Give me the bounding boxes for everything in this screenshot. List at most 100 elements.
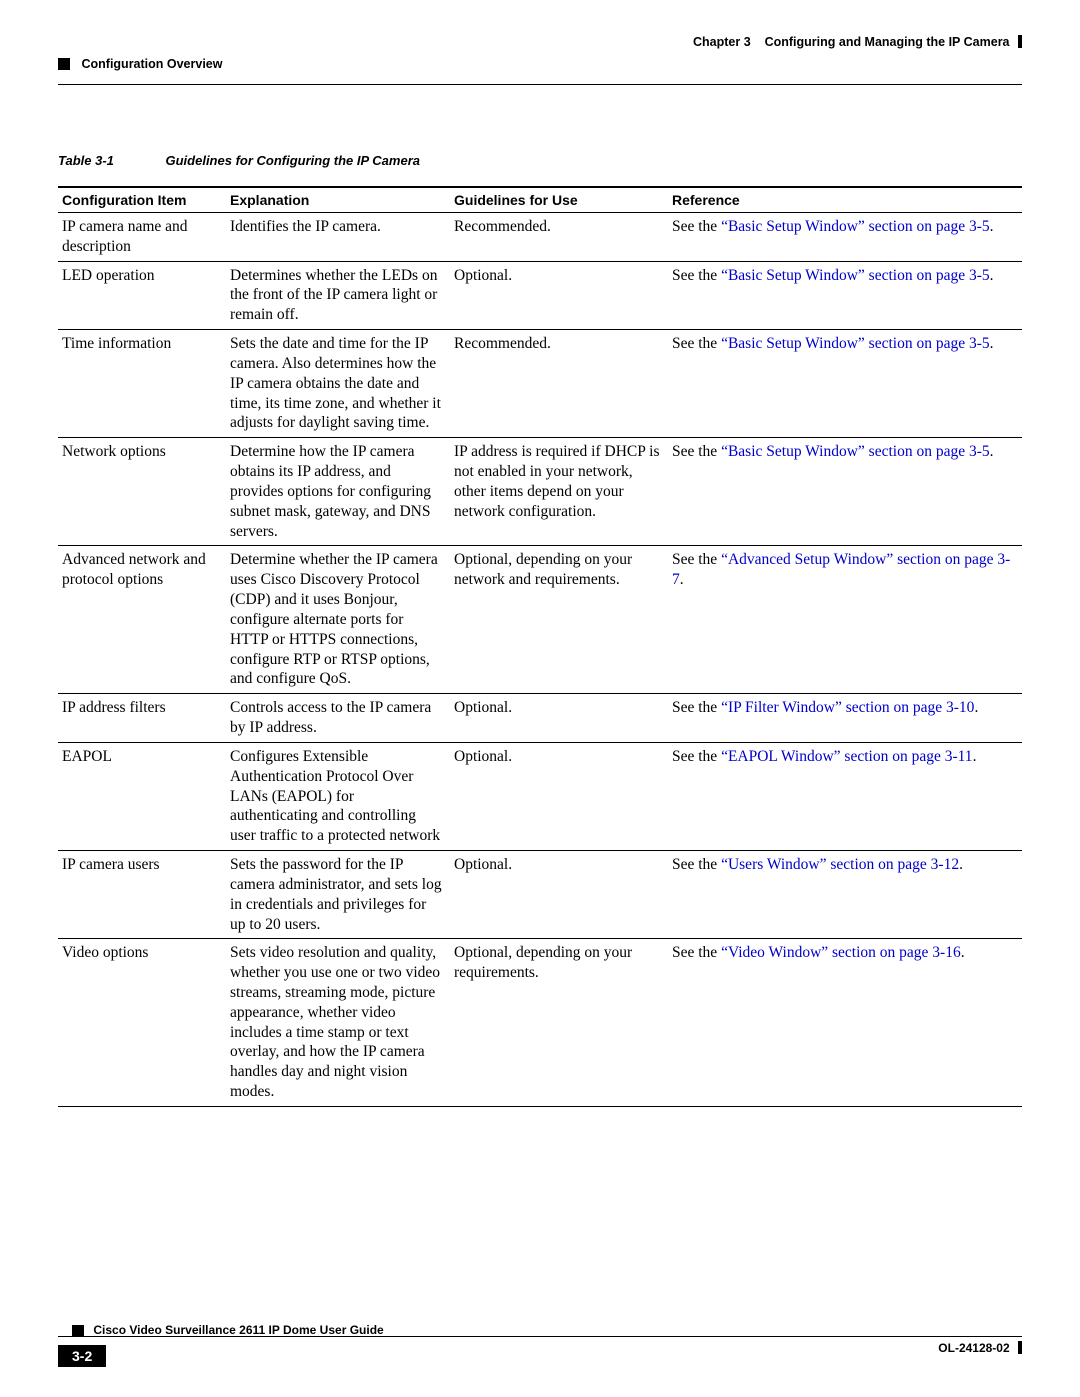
ref-suffix: . [974,699,978,716]
cell-explanation: Identifies the IP camera. [226,213,450,262]
running-footer: Cisco Video Surveillance 2611 IP Dome Us… [58,1336,1022,1367]
col-header-guidelines: Guidelines for Use [450,187,668,213]
cell-reference: See the “Basic Setup Window” section on … [668,261,1022,329]
cell-guidelines: Optional, depending on your requirements… [450,939,668,1107]
doc-id: OL-24128-02 [938,1341,1009,1355]
footer-left: 3-2 [58,1341,106,1367]
cell-reference: See the “Users Window” section on page 3… [668,851,1022,939]
table-row: IP camera usersSets the password for the… [58,851,1022,939]
ref-prefix: See the [672,443,721,460]
cell-explanation: Sets the date and time for the IP camera… [226,330,450,438]
cell-item: IP address filters [58,694,226,743]
ref-prefix: See the [672,218,721,235]
running-header: Chapter 3 Configuring and Managing the I… [58,35,1022,85]
ref-link[interactable]: “Basic Setup Window” section on page 3-5 [721,218,990,235]
table-body: IP camera name and descriptionIdentifies… [58,213,1022,1107]
table-row: EAPOLConfigures Extensible Authenticatio… [58,742,1022,850]
ref-link[interactable]: “IP Filter Window” section on page 3-10 [721,699,974,716]
ref-prefix: See the [672,551,721,568]
cell-explanation: Determine how the IP camera obtains its … [226,438,450,546]
ref-prefix: See the [672,335,721,352]
cell-guidelines: Optional. [450,851,668,939]
cell-explanation: Sets the password for the IP camera admi… [226,851,450,939]
cell-guidelines: Optional, depending on your network and … [450,546,668,694]
header-right: Chapter 3 Configuring and Managing the I… [693,35,1022,49]
col-header-item: Configuration Item [58,187,226,213]
footer-square-icon [72,1325,84,1337]
ref-suffix: . [990,335,994,352]
page-number-badge: 3-2 [58,1345,106,1367]
ref-link[interactable]: “Video Window” section on page 3-16 [721,944,961,961]
ref-link[interactable]: “Users Window” section on page 3-12 [721,856,959,873]
cell-item: LED operation [58,261,226,329]
ref-suffix: . [680,571,684,588]
ref-suffix: . [990,443,994,460]
header-left: Configuration Overview [58,57,222,71]
header-square-icon [58,58,70,70]
page: Chapter 3 Configuring and Managing the I… [0,0,1080,1397]
cell-explanation: Determine whether the IP camera uses Cis… [226,546,450,694]
ref-prefix: See the [672,699,721,716]
ref-prefix: See the [672,748,721,765]
cell-guidelines: Optional. [450,694,668,743]
section-title: Configuration Overview [81,57,222,71]
footer-bar-icon [1018,1341,1022,1354]
table-row: IP address filtersControls access to the… [58,694,1022,743]
cell-reference: See the “Video Window” section on page 3… [668,939,1022,1107]
cell-reference: See the “EAPOL Window” section on page 3… [668,742,1022,850]
doc-title-text: Cisco Video Surveillance 2611 IP Dome Us… [93,1323,383,1337]
cell-guidelines: Optional. [450,261,668,329]
ref-link[interactable]: “EAPOL Window” section on page 3-11 [721,748,972,765]
footer-rule-row: 3-2 OL-24128-02 [58,1336,1022,1367]
ref-suffix: . [973,748,977,765]
table-row: Time informationSets the date and time f… [58,330,1022,438]
cell-item: EAPOL [58,742,226,850]
ref-link[interactable]: “Basic Setup Window” section on page 3-5 [721,443,990,460]
cell-reference: See the “IP Filter Window” section on pa… [668,694,1022,743]
cell-guidelines: Recommended. [450,213,668,262]
chapter-label: Chapter 3 [693,35,751,49]
ref-prefix: See the [672,944,721,961]
ref-link[interactable]: “Advanced Setup Window” section on page … [672,551,1010,588]
ref-suffix: . [990,267,994,284]
config-table: Configuration Item Explanation Guideline… [58,186,1022,1107]
cell-item: Network options [58,438,226,546]
table-title: Guidelines for Configuring the IP Camera [166,153,421,168]
ref-prefix: See the [672,856,721,873]
cell-reference: See the “Basic Setup Window” section on … [668,213,1022,262]
col-header-reference: Reference [668,187,1022,213]
chapter-title: Configuring and Managing the IP Camera [765,35,1010,49]
ref-link[interactable]: “Basic Setup Window” section on page 3-5 [721,267,990,284]
ref-suffix: . [959,856,963,873]
table-header-row: Configuration Item Explanation Guideline… [58,187,1022,213]
cell-item: Advanced network and protocol options [58,546,226,694]
cell-guidelines: Recommended. [450,330,668,438]
cell-explanation: Determines whether the LEDs on the front… [226,261,450,329]
cell-guidelines: Optional. [450,742,668,850]
table-caption: Table 3-1 Guidelines for Configuring the… [58,153,1022,168]
cell-item: IP camera name and description [58,213,226,262]
table-row: IP camera name and descriptionIdentifies… [58,213,1022,262]
col-header-explanation: Explanation [226,187,450,213]
cell-explanation: Controls access to the IP camera by IP a… [226,694,450,743]
footer-doc-title: Cisco Video Surveillance 2611 IP Dome Us… [72,1323,384,1337]
table-row: Video optionsSets video resolution and q… [58,939,1022,1107]
ref-link[interactable]: “Basic Setup Window” section on page 3-5 [721,335,990,352]
table-row: LED operationDetermines whether the LEDs… [58,261,1022,329]
cell-reference: See the “Advanced Setup Window” section … [668,546,1022,694]
cell-reference: See the “Basic Setup Window” section on … [668,438,1022,546]
cell-guidelines: IP address is required if DHCP is not en… [450,438,668,546]
header-bar-icon [1018,35,1022,48]
footer-right: OL-24128-02 [938,1341,1022,1367]
ref-prefix: See the [672,267,721,284]
cell-explanation: Sets video resolution and quality, wheth… [226,939,450,1107]
table-label: Table 3-1 [58,153,114,168]
table-row: Advanced network and protocol optionsDet… [58,546,1022,694]
ref-suffix: . [990,218,994,235]
table-row: Network optionsDetermine how the IP came… [58,438,1022,546]
cell-item: Video options [58,939,226,1107]
cell-item: Time information [58,330,226,438]
cell-explanation: Configures Extensible Authentication Pro… [226,742,450,850]
cell-item: IP camera users [58,851,226,939]
ref-suffix: . [961,944,965,961]
